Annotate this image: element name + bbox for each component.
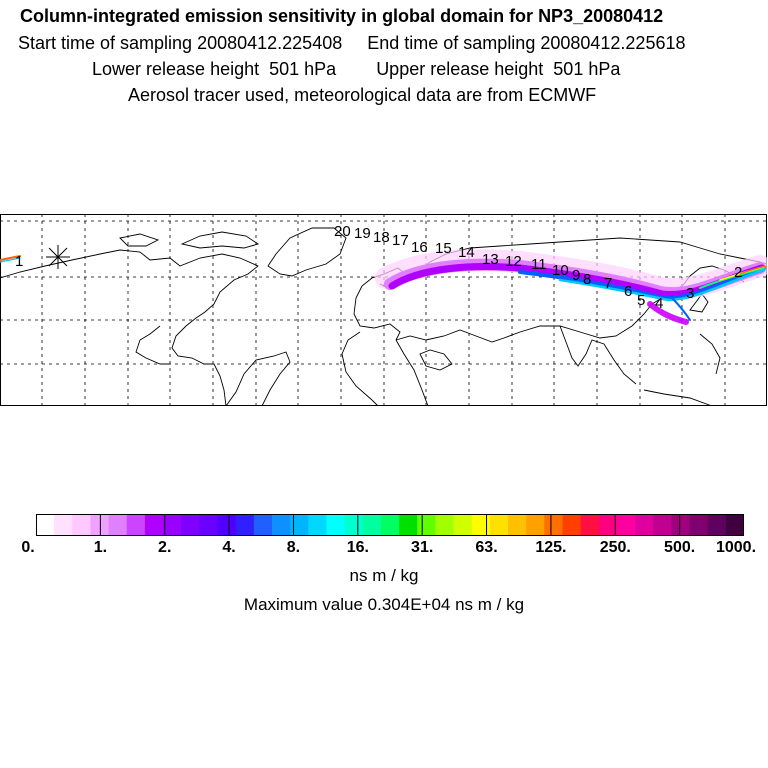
colorbar-swatch <box>671 514 691 536</box>
colorbar-swatch <box>580 514 600 536</box>
colorbar-swatch <box>544 514 563 536</box>
colorbar-swatch <box>126 514 146 536</box>
plot-title: Column-integrated emission sensitivity i… <box>20 6 664 26</box>
colorbar-swatch <box>653 514 672 536</box>
track-label-16: 16 <box>411 239 428 256</box>
colorbar-swatch <box>707 514 727 536</box>
colorbar-ticks: 0. 1. 2. 4. 8. 16. 31. 63. 125. 250. 500. 1000. <box>0 539 768 559</box>
colorbar-swatch <box>235 514 255 536</box>
colorbar-tick-label: 125. <box>535 539 567 556</box>
colorbar-swatch <box>181 514 200 536</box>
track-label-3: 3 <box>686 285 694 302</box>
track-label-19: 19 <box>354 225 371 242</box>
release-point-star <box>46 245 70 269</box>
colorbar-tick-label: 16. <box>346 539 369 556</box>
colorbar-swatch <box>163 514 182 536</box>
tracer-info: Aerosol tracer used, meteorological data… <box>128 85 597 105</box>
colorbar-swatch <box>272 514 291 536</box>
track-label-12: 12 <box>505 253 522 270</box>
track-label-6: 6 <box>624 283 632 300</box>
colorbar-swatch <box>90 514 110 536</box>
track-label-20: 20 <box>334 223 351 240</box>
colorbar-tick-label: 8. <box>286 539 301 556</box>
track-label-8: 8 <box>583 271 591 288</box>
colorbar-frame <box>36 514 744 536</box>
colorbar-tick-label: 2. <box>158 539 172 556</box>
lower-release-height: Lower release height 501 hPa <box>92 59 337 79</box>
colorbar-swatch <box>635 514 654 536</box>
sampling-time-line: Start time of sampling 20080412.225408 E… <box>18 33 768 54</box>
colorbar-swatch <box>144 514 164 536</box>
colorbar-tick-label: 0. <box>21 539 35 556</box>
track-label-2: 2 <box>734 264 742 281</box>
colorbar-swatch <box>399 514 418 536</box>
colorbar-swatch <box>689 514 709 536</box>
colorbar-swatch <box>508 514 527 536</box>
colorbar-swatch <box>344 514 364 536</box>
colorbar-swatch <box>108 514 128 536</box>
track-label-17: 17 <box>392 232 409 249</box>
colorbar-swatch <box>362 514 382 536</box>
colorbar-swatch <box>489 514 509 536</box>
colorbar-swatch <box>471 514 491 536</box>
track-labels: 1 2 3 4 5 6 7 8 9 10 11 12 13 14 15 16 1… <box>15 223 742 312</box>
colorbar-swatch <box>199 514 219 536</box>
colorbar-swatch <box>435 514 455 536</box>
colorbar-tick-label: 1000. <box>715 539 757 556</box>
colorbar-swatch <box>453 514 473 536</box>
colorbar-swatch <box>308 514 327 536</box>
track-label-7: 7 <box>604 275 612 292</box>
colorbar-swatch <box>725 514 744 536</box>
track-label-15: 15 <box>435 240 452 257</box>
track-label-5: 5 <box>637 292 645 309</box>
colorbar-swatch <box>72 514 91 536</box>
colorbar-tick-label: 1. <box>93 539 108 556</box>
colorbar-swatch <box>326 514 346 536</box>
release-height-line: Lower release height 501 hPa Upper relea… <box>92 59 768 80</box>
track-label-14: 14 <box>458 244 475 261</box>
colorbar-tick-label: 250. <box>599 539 631 556</box>
start-time: Start time of sampling 20080412.225408 <box>18 33 343 53</box>
colorbar-swatch <box>36 514 55 536</box>
colorbar-swatch <box>380 514 400 536</box>
colorbar-tick-label: 31. <box>411 539 434 556</box>
track-label-4: 4 <box>655 295 663 312</box>
emission-sensitivity-plume <box>0 249 767 325</box>
colorbar-swatch <box>616 514 636 536</box>
upper-release-height: Upper release height 501 hPa <box>376 59 621 79</box>
track-label-11: 11 <box>531 256 547 273</box>
colorbar-tick-label: 500. <box>664 539 696 556</box>
colorbar-swatch <box>562 514 582 536</box>
colorbar-swatch <box>526 514 545 536</box>
track-label-10: 10 <box>552 262 569 279</box>
colorbar-swatch <box>290 514 309 536</box>
track-label-1: 1 <box>15 253 23 270</box>
colorbar-swatch <box>598 514 618 536</box>
track-label-13: 13 <box>482 251 499 268</box>
colorbar-swatch <box>54 514 73 536</box>
world-map: 1 2 3 4 5 6 7 8 9 10 11 12 13 14 15 16 1… <box>0 214 767 406</box>
track-label-9: 9 <box>572 267 580 284</box>
colorbar <box>36 514 744 536</box>
colorbar-tick-label: 63. <box>475 539 498 556</box>
colorbar-swatch <box>217 514 237 536</box>
track-label-18: 18 <box>373 229 390 246</box>
colorbar-swatch <box>417 514 436 536</box>
maximum-value: Maximum value 0.304E+04 ns m / kg <box>243 595 525 614</box>
colorbar-swatch <box>253 514 273 536</box>
colorbar-units: ns m / kg <box>349 566 419 585</box>
colorbar-tick-label: 4. <box>222 539 236 556</box>
end-time: End time of sampling 20080412.225618 <box>367 33 686 53</box>
